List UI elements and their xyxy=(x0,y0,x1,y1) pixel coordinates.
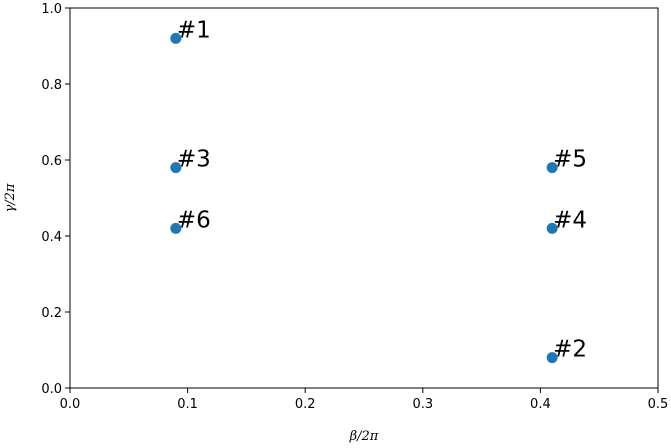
x-tick-label: 0.3 xyxy=(412,397,433,412)
data-point xyxy=(546,162,558,174)
data-point xyxy=(546,352,558,364)
point-label: #1 xyxy=(177,17,211,43)
y-axis-label: γ/2π xyxy=(3,183,18,212)
y-tick-label: 0.0 xyxy=(41,382,62,397)
point-label: #5 xyxy=(553,147,587,173)
x-tick-label: 0.0 xyxy=(60,397,81,412)
y-tick-label: 0.4 xyxy=(41,230,62,245)
x-tick-label: 0.5 xyxy=(648,397,669,412)
point-label: #4 xyxy=(553,207,587,233)
y-tick-label: 0.6 xyxy=(41,154,62,169)
x-axis-label: β/2π xyxy=(349,429,379,444)
plot-area xyxy=(69,7,659,389)
point-label: #6 xyxy=(177,207,211,233)
point-label: #3 xyxy=(177,147,211,173)
x-tick-label: 0.1 xyxy=(177,397,198,412)
data-points: #1 #2 #3 #4 #5 #6 xyxy=(170,17,587,364)
axis-ticks: 0.0 0.1 0.2 0.3 0.4 0.5 0.0 0.2 0.4 0.6 0.8 1.0 xyxy=(41,2,668,412)
y-tick-label: 0.2 xyxy=(41,306,62,321)
y-tick-label: 0.8 xyxy=(41,78,62,93)
point-label: #2 xyxy=(553,337,587,363)
data-point xyxy=(170,162,182,174)
y-tick-label: 1.0 xyxy=(41,2,62,17)
x-tick-label: 0.2 xyxy=(295,397,316,412)
x-tick-label: 0.4 xyxy=(530,397,551,412)
data-point xyxy=(170,32,182,44)
data-point xyxy=(170,222,182,234)
data-point xyxy=(546,222,558,234)
